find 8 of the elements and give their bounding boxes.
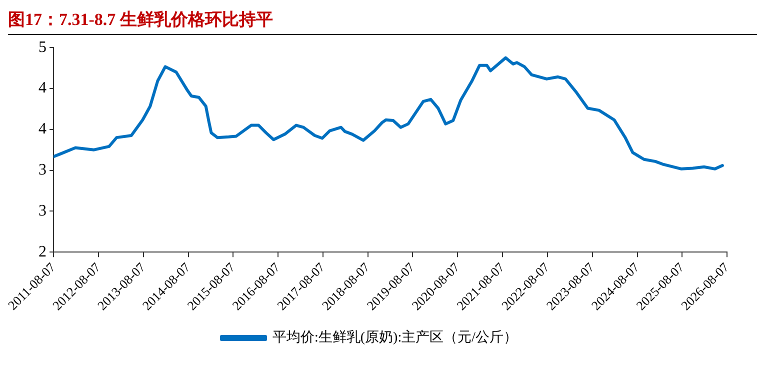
y-tick-label: 3: [38, 161, 47, 178]
y-tick-label: 3: [38, 202, 47, 220]
y-tick-label: 5: [38, 38, 47, 56]
chart-title: 图17：7.31-8.7 生鲜乳价格环比持平: [8, 8, 757, 35]
legend-label: 平均价:生鲜乳(原奶):主产区（元/公斤）: [272, 330, 518, 346]
y-tick-label: 4: [38, 80, 47, 97]
y-tick-label: 4: [38, 120, 47, 138]
y-tick-label: 2: [38, 243, 47, 260]
